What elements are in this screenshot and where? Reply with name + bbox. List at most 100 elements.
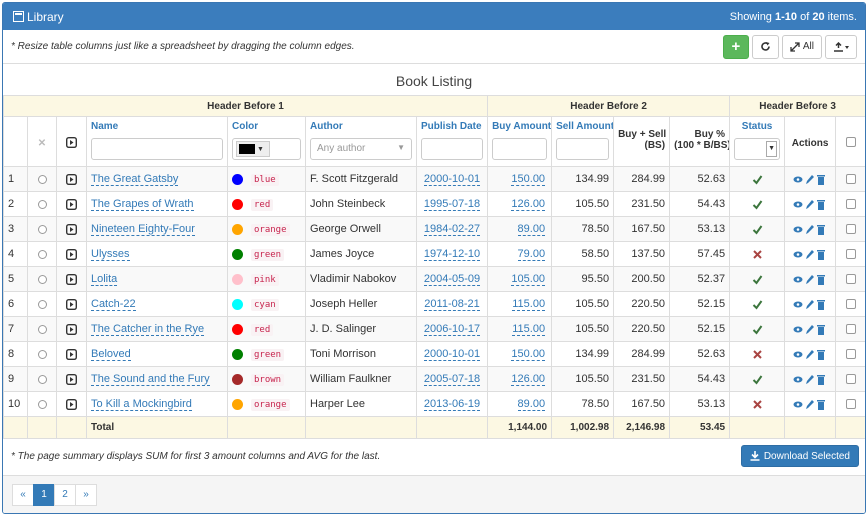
row-checkbox[interactable]: [845, 299, 856, 310]
buy-amount[interactable]: 126.00: [511, 373, 546, 386]
expand-cell[interactable]: [56, 291, 87, 317]
book-name[interactable]: Ulysses: [91, 248, 130, 261]
author-header[interactable]: Author Any author ▼: [305, 116, 417, 167]
buy-amount[interactable]: 89.00: [517, 223, 546, 236]
toggle-all-button[interactable]: All: [781, 34, 822, 59]
export-button[interactable]: [825, 34, 857, 59]
book-name[interactable]: The Great Gatsby: [91, 173, 179, 186]
color-picker[interactable]: ▼: [236, 141, 270, 157]
buy-filter[interactable]: [492, 138, 548, 160]
refresh-button[interactable]: [751, 34, 779, 59]
row-actions[interactable]: [793, 198, 827, 210]
download-button[interactable]: Download Selected: [740, 445, 859, 467]
page-link[interactable]: »: [75, 484, 97, 506]
buy-amount[interactable]: 150.00: [511, 173, 546, 186]
buy-amount[interactable]: 150.00: [511, 348, 546, 361]
publish-date[interactable]: 2006-10-17: [423, 323, 481, 336]
book-name[interactable]: The Grapes of Wrath: [91, 198, 194, 211]
book-name[interactable]: Lolita: [91, 273, 118, 286]
row-actions[interactable]: [793, 398, 827, 410]
publish-date[interactable]: 1984-02-27: [423, 223, 481, 236]
expand-cell[interactable]: [56, 341, 87, 367]
expand-row-icon: [65, 198, 78, 210]
row-checkbox[interactable]: [845, 274, 856, 285]
row-actions[interactable]: [793, 223, 827, 235]
publish-date[interactable]: 2000-10-01: [423, 173, 481, 186]
row-radio[interactable]: [37, 224, 47, 234]
expand-row-icon-svg: [65, 248, 78, 260]
expand-cell[interactable]: [56, 391, 87, 417]
date-filter[interactable]: [421, 138, 484, 160]
row-actions[interactable]: [793, 348, 827, 360]
expand-cell[interactable]: [56, 316, 87, 342]
row-radio[interactable]: [37, 399, 47, 409]
buy-amount[interactable]: 115.00: [512, 323, 546, 336]
select-all-header[interactable]: [835, 116, 865, 167]
buy-amount[interactable]: 126.00: [511, 198, 546, 211]
row-radio[interactable]: [37, 299, 47, 309]
status-filter[interactable]: ▼: [734, 138, 781, 160]
row-actions[interactable]: [793, 248, 827, 260]
row-checkbox[interactable]: [845, 399, 856, 410]
buy-amount[interactable]: 89.00: [517, 398, 546, 411]
book-name[interactable]: The Sound and the Fury: [91, 373, 210, 386]
book-name[interactable]: The Catcher in the Rye: [91, 323, 205, 336]
publish-date[interactable]: 1995-07-18: [423, 198, 481, 211]
expand-cell[interactable]: [56, 266, 87, 292]
page-link[interactable]: 2: [54, 484, 76, 506]
row-checkbox[interactable]: [845, 249, 856, 260]
publish-date[interactable]: 2004-05-09: [423, 273, 481, 286]
sell-filter[interactable]: [556, 138, 610, 160]
row-checkbox[interactable]: [845, 224, 856, 235]
row-checkbox[interactable]: [845, 324, 856, 335]
row-checkbox[interactable]: [845, 174, 856, 185]
row-checkbox[interactable]: [845, 374, 856, 385]
status-header[interactable]: Status ▼: [729, 116, 786, 167]
date-header[interactable]: Publish Date: [415, 116, 489, 167]
buy-amount[interactable]: 115.00: [512, 298, 546, 311]
book-name[interactable]: Beloved: [91, 348, 131, 361]
row-radio[interactable]: [37, 349, 47, 359]
expand-cell[interactable]: [56, 216, 87, 242]
add-button[interactable]: +: [722, 34, 749, 59]
page-link[interactable]: «: [12, 484, 34, 506]
expand-cell[interactable]: [56, 166, 87, 192]
book-name[interactable]: Catch-22: [91, 298, 136, 311]
name-filter[interactable]: [91, 138, 223, 160]
buy-amount[interactable]: 105.00: [511, 273, 546, 286]
row-radio[interactable]: [37, 324, 47, 334]
expand-cell[interactable]: [56, 366, 87, 392]
page-link[interactable]: 1: [33, 484, 55, 506]
buy-amount[interactable]: 79.00: [517, 248, 546, 261]
author-filter[interactable]: Any author ▼: [310, 138, 412, 160]
row-radio[interactable]: [37, 199, 47, 209]
publish-date[interactable]: 2005-07-18: [423, 373, 481, 386]
expand-cell[interactable]: [56, 191, 87, 217]
publish-date[interactable]: 2013-06-19: [423, 398, 481, 411]
color-header[interactable]: Color ▼: [227, 116, 306, 167]
row-actions[interactable]: [793, 323, 827, 335]
publish-date[interactable]: 1974-12-10: [423, 248, 481, 261]
row-actions[interactable]: [793, 373, 827, 385]
row-checkbox[interactable]: [845, 199, 856, 210]
row-actions[interactable]: [793, 173, 827, 185]
row-radio[interactable]: [37, 374, 47, 384]
status-cell: [729, 241, 786, 267]
book-name[interactable]: Nineteen Eighty-Four: [91, 223, 195, 236]
row-radio[interactable]: [37, 174, 47, 184]
select-all-checkbox[interactable]: [845, 137, 856, 147]
row-checkbox[interactable]: [845, 349, 856, 360]
name-header[interactable]: Name: [86, 116, 228, 167]
row-radio[interactable]: [37, 274, 47, 284]
row-radio[interactable]: [37, 249, 47, 259]
sell-header[interactable]: Sell Amount: [551, 116, 615, 167]
book-name[interactable]: To Kill a Mockingbird: [91, 398, 192, 411]
row-actions[interactable]: [793, 273, 827, 285]
expand-cell[interactable]: [56, 241, 87, 267]
row-actions[interactable]: [793, 298, 827, 310]
color-filter[interactable]: ▼: [232, 138, 301, 160]
date-cell: 1984-02-27: [415, 216, 489, 242]
publish-date[interactable]: 2000-10-01: [423, 348, 481, 361]
publish-date[interactable]: 2011-08-21: [424, 298, 480, 311]
buy-header[interactable]: Buy Amount: [487, 116, 553, 167]
